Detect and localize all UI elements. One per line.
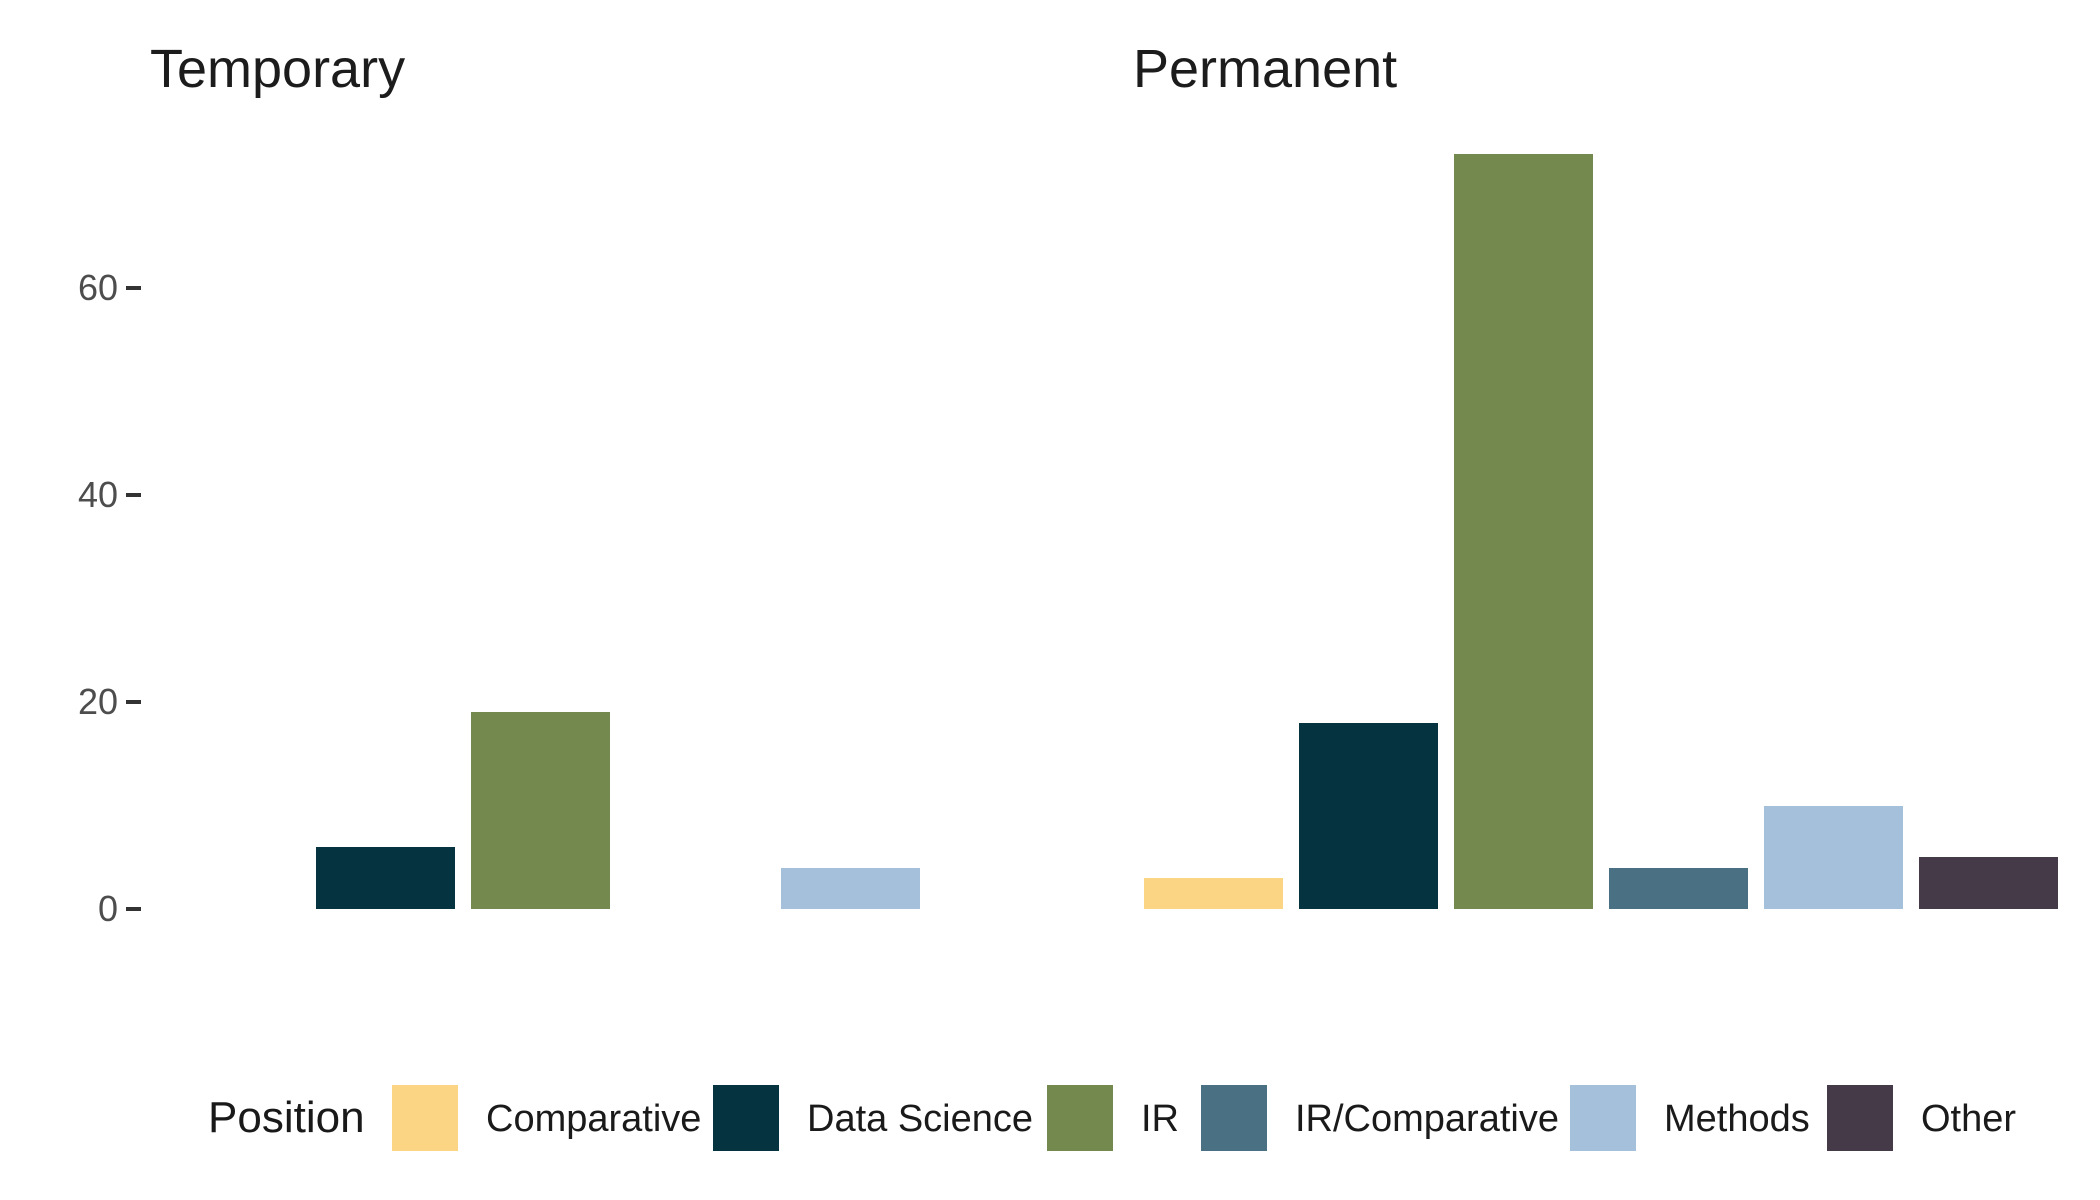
bar-permanent-other [1918,857,2059,909]
legend-label-methods: Methods [1664,1098,1810,1140]
legend-label-ir-comparative: IR/Comparative [1295,1098,1559,1140]
facet-title-temporary: Temporary [150,39,406,99]
y-axis-tick-mark-0 [126,907,141,911]
y-axis-tick-label-0: 0 [97,888,118,929]
legend-swatch-ir [1047,1085,1113,1151]
legend-label-other: Other [1921,1098,2017,1140]
legend-title: Position [208,1093,365,1142]
bar-permanent-ir [1453,153,1594,909]
legend-label-ir: IR [1141,1098,1179,1140]
bar-permanent-methods [1763,805,1904,909]
legend-label-comparative: Comparative [486,1098,702,1140]
bar-temporary-data-science [315,846,456,909]
facet-title-permanent: Permanent [1133,39,1398,99]
bar-permanent-data-science [1298,722,1439,909]
legend-swatch-ir-comparative [1201,1085,1267,1151]
legend-swatch-comparative [392,1085,458,1151]
y-axis-tick-label-60: 60 [77,267,118,309]
y-axis-tick-label-40: 40 [77,474,118,516]
y-axis-tick-mark-20 [126,700,141,705]
bar-permanent-comparative [1143,877,1284,909]
legend-swatch-data-science [713,1085,779,1151]
bar-permanent-ir-comparative [1608,867,1749,909]
legend-swatch-methods [1570,1085,1636,1151]
bar-temporary-methods [780,867,921,909]
y-axis-tick-label-20: 20 [77,681,118,723]
y-axis-tick-mark-40 [126,493,141,498]
y-axis-tick-mark-60 [126,286,141,291]
legend-label-data-science: Data Science [807,1098,1034,1140]
legend-swatch-other [1827,1085,1893,1151]
bar-temporary-ir [470,712,611,909]
